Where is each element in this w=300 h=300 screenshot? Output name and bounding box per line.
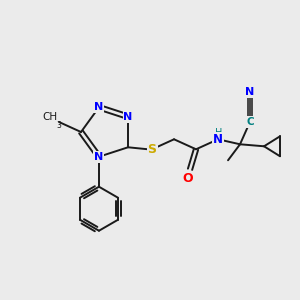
- Text: N: N: [213, 133, 223, 146]
- Text: N: N: [123, 112, 133, 122]
- Text: N: N: [94, 102, 104, 112]
- Text: 3: 3: [56, 121, 61, 130]
- Text: N: N: [245, 87, 255, 97]
- Text: C: C: [246, 117, 254, 127]
- Text: S: S: [148, 143, 157, 156]
- Text: CH: CH: [42, 112, 58, 122]
- Text: O: O: [183, 172, 193, 185]
- Text: H: H: [215, 128, 223, 138]
- Text: N: N: [94, 152, 104, 162]
